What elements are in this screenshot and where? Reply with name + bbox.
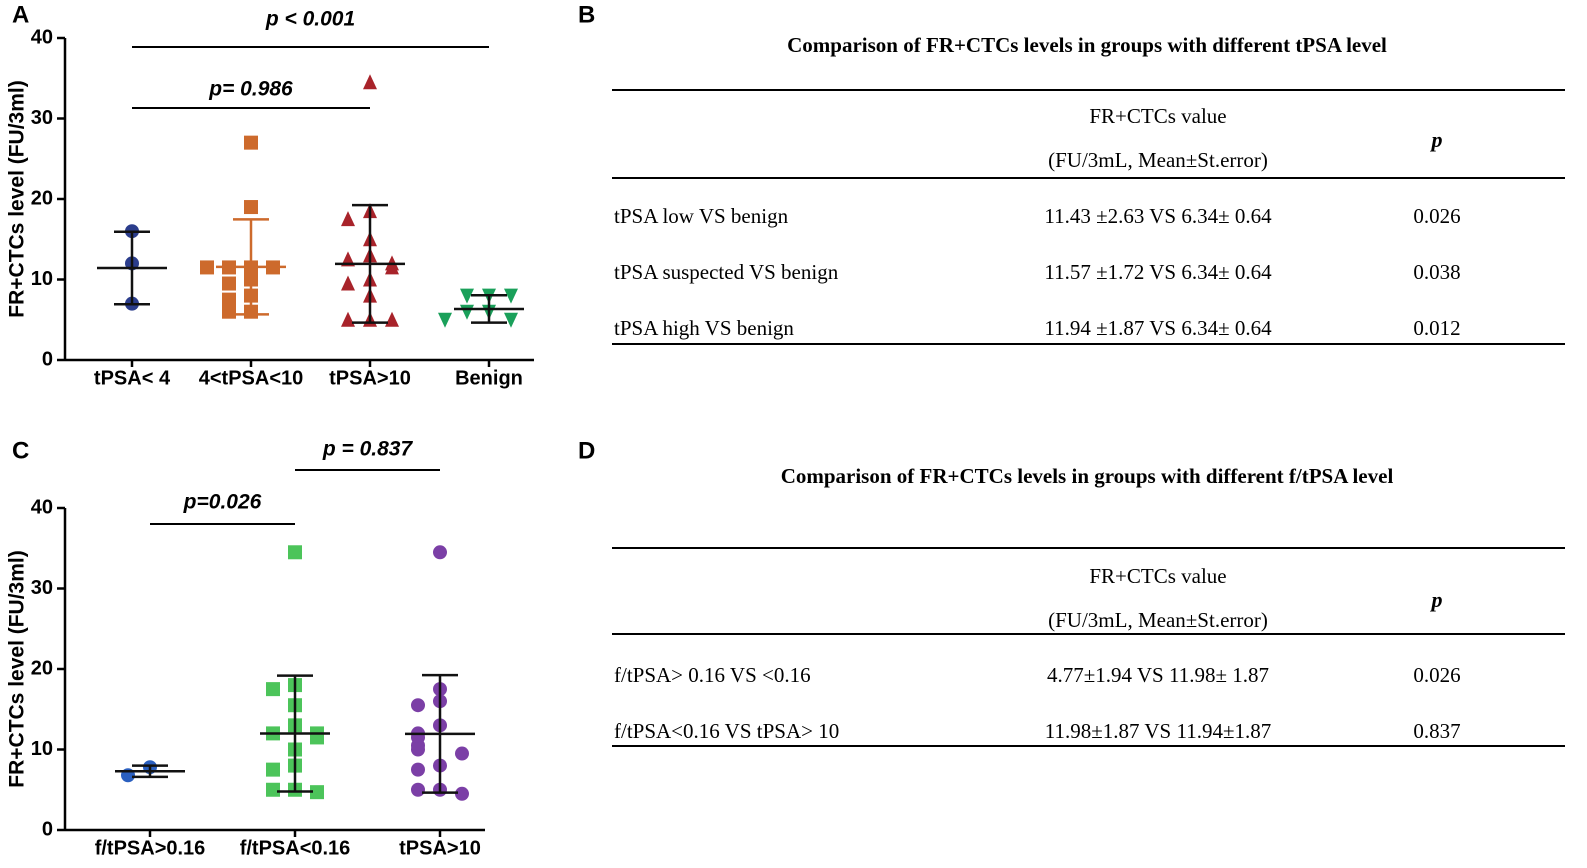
point (504, 312, 518, 328)
point (341, 311, 355, 327)
table-cell: 11.57 ±1.72 VS 6.34± 0.64 (1044, 260, 1272, 284)
point (266, 682, 280, 697)
table-header: FR+CTCs value (1089, 564, 1226, 588)
x-tick-label: 4<tPSA<10 (199, 367, 304, 389)
table-title: Comparison of FR+CTCs levels in groups w… (781, 464, 1394, 488)
table-cell: 0.026 (1413, 663, 1460, 687)
point (411, 698, 425, 713)
table-cell: 4.77±1.94 VS 11.98± 1.87 (1047, 663, 1269, 687)
table-cell: 0.026 (1413, 204, 1460, 228)
table-header: (FU/3mL, Mean±St.error) (1048, 148, 1268, 172)
table-cell: f/tPSA> 0.16 VS <0.16 (614, 663, 811, 687)
y-tick-label: 30 (31, 577, 53, 599)
x-tick-label: f/tPSA<0.16 (240, 837, 351, 859)
point (504, 288, 518, 304)
p-value: p < 0.001 (265, 8, 355, 31)
point (385, 311, 399, 327)
point (460, 288, 474, 304)
p-value: p = 0.837 (322, 438, 414, 461)
p-value: p=0.026 (183, 491, 262, 514)
table-cell: f/tPSA<0.16 VS tPSA> 10 (614, 719, 839, 743)
point (288, 545, 302, 560)
y-tick-label: 20 (31, 187, 53, 209)
point (438, 312, 452, 328)
point (266, 782, 280, 797)
point (411, 782, 425, 797)
panel-label: D (578, 437, 595, 464)
table-cell: 0.038 (1413, 260, 1460, 284)
table-header: (FU/3mL, Mean±St.error) (1048, 608, 1268, 632)
y-axis-label: FR+CTCs level (FU/3ml) (6, 550, 29, 787)
point (244, 135, 258, 150)
y-tick-label: 40 (31, 496, 53, 518)
panel-label: C (12, 437, 29, 464)
point (200, 260, 214, 275)
table-header: p (1430, 127, 1443, 152)
x-tick-label: tPSA< 4 (94, 367, 171, 389)
table-cell: 11.98±1.87 VS 11.94±1.87 (1045, 719, 1271, 743)
table-title: Comparison of FR+CTCs levels in groups w… (787, 33, 1387, 57)
x-tick-label: tPSA>10 (329, 367, 411, 389)
y-tick-label: 0 (42, 348, 53, 370)
point (341, 275, 355, 291)
panel-label: B (578, 1, 595, 28)
point (411, 762, 425, 777)
x-tick-label: Benign (455, 367, 523, 389)
point (433, 545, 447, 560)
point (385, 259, 399, 275)
point (411, 742, 425, 757)
table-cell: 11.43 ±2.63 VS 6.34± 0.64 (1044, 204, 1272, 228)
point (455, 746, 469, 761)
y-tick-label: 10 (31, 268, 53, 290)
y-tick-label: 0 (42, 818, 53, 840)
table-cell: tPSA high VS benign (614, 316, 794, 340)
y-tick-label: 40 (31, 26, 53, 48)
table-header: p (1430, 587, 1443, 612)
y-tick-label: 20 (31, 657, 53, 679)
point (244, 200, 258, 215)
point (222, 304, 236, 319)
point (455, 786, 469, 801)
point (310, 785, 324, 800)
x-tick-label: f/tPSA>0.16 (95, 837, 206, 859)
y-tick-label: 30 (31, 107, 53, 129)
point (222, 276, 236, 291)
table-cell: tPSA low VS benign (614, 204, 789, 228)
point (363, 74, 377, 90)
panel-label: A (12, 1, 29, 28)
table-cell: 11.94 ±1.87 VS 6.34± 0.64 (1044, 316, 1272, 340)
table-header: FR+CTCs value (1089, 104, 1226, 128)
table-cell: 0.837 (1413, 719, 1460, 743)
point (266, 762, 280, 777)
p-value: p= 0.986 (208, 78, 293, 101)
table-cell: tPSA suspected VS benign (614, 260, 839, 284)
point (460, 304, 474, 320)
x-tick-label: tPSA>10 (399, 837, 481, 859)
point (341, 251, 355, 267)
point (341, 211, 355, 227)
y-tick-label: 10 (31, 738, 53, 760)
point (222, 292, 236, 307)
table-cell: 0.012 (1413, 316, 1460, 340)
y-axis-label: FR+CTCs level (FU/3ml) (6, 80, 29, 317)
